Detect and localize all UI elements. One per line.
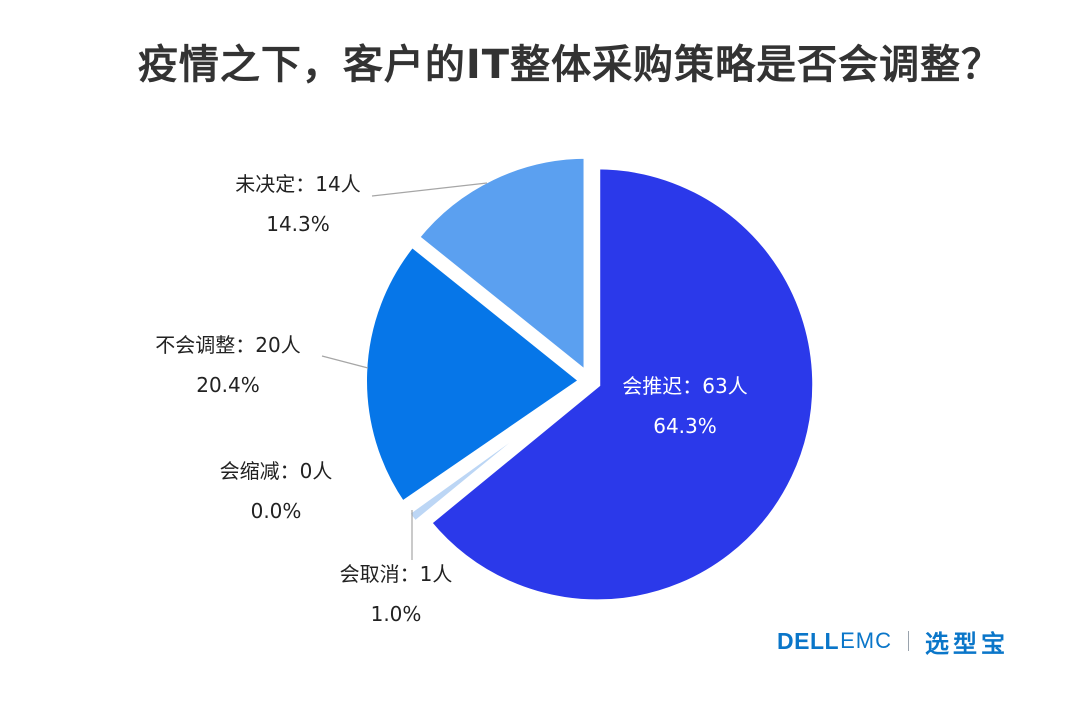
slice-percent-label: 0.0% — [251, 499, 302, 523]
pie-slice — [424, 163, 819, 606]
pie-slice — [412, 152, 590, 381]
slice-percent-label: 1.0% — [371, 602, 422, 626]
logo-xuanxingbao: 选型宝 — [924, 629, 1009, 658]
dell-emc-xuanxingbao-logo: DELL EMC 选型宝 — [777, 624, 1009, 658]
leader-lines — [321, 182, 488, 560]
pie-slices — [361, 152, 819, 606]
leader-line — [321, 355, 369, 369]
slice-percent-label: 14.3% — [266, 212, 330, 236]
logo-dell: DELL — [777, 627, 840, 654]
slice-percent-label: 20.4% — [196, 373, 260, 397]
leader-line — [371, 182, 488, 197]
pie-slice — [399, 383, 586, 517]
pie-slice — [361, 240, 588, 509]
slice-percent-label: 64.3% — [653, 414, 717, 438]
chart-title: 疫情之下，客户的IT整体采购策略是否会调整？ — [137, 42, 1003, 88]
slice-label: 不会调整：20人 — [155, 333, 300, 357]
slice-label: 未决定：14人 — [235, 172, 360, 196]
slice-label: 会取消：1人 — [340, 562, 453, 586]
slice-label: 会推迟：63人 — [622, 374, 747, 398]
logo-divider — [907, 631, 909, 651]
slice-labels: 会推迟：63人 64.3% 会取消：1人 1.0% 会缩减：0人 0.0% 不会调整：20人… — [155, 172, 747, 626]
logo-emc: EMC — [840, 628, 892, 653]
slice-label: 会缩减：0人 — [220, 459, 333, 483]
